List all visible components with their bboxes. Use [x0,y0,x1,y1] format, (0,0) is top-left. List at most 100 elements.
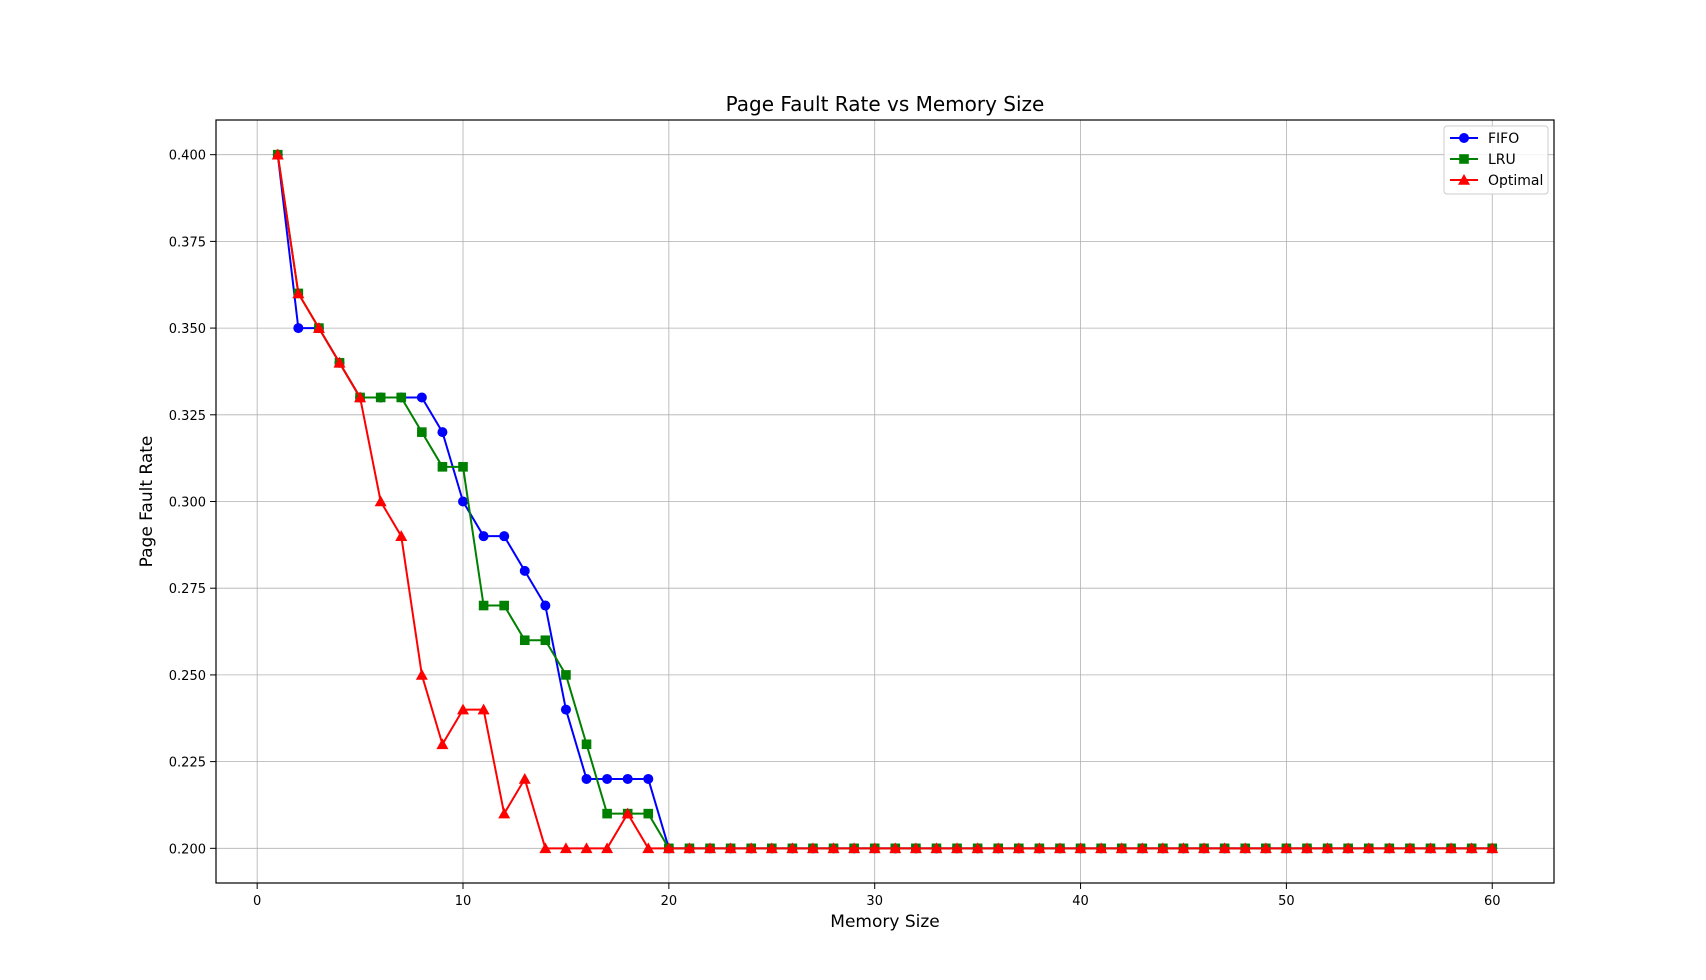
data-point-optimal [292,287,305,299]
data-point-optimal [1136,842,1149,854]
data-point-optimal [477,703,490,715]
data-point-optimal [333,356,346,368]
data-point-lru [437,462,448,472]
grid-lines [216,120,1554,883]
data-point-optimal [395,530,408,541]
axis-ticks: 0 10 20 30 40 50 60 0.200 0.225 0.250 0.275 0.300 0.… [169,149,1501,909]
y-tick-label: 0.325 [169,409,206,424]
x-tick-label: 30 [866,894,883,909]
legend-box [1443,125,1549,195]
data-point-optimal [539,842,552,854]
data-point-optimal [1342,842,1355,854]
data-point-lru [561,670,571,680]
data-point-lru [375,392,386,403]
y-tick-label: 0.275 [169,582,206,597]
data-point-optimal [848,842,861,854]
data-point-optimal [765,842,778,854]
y-tick-label: 0.225 [169,756,206,771]
series-line-optimal [276,154,1493,850]
data-point-lru [499,600,509,611]
data-point-optimal [992,842,1005,854]
data-point-optimal [580,842,593,854]
data-point-optimal [1053,842,1066,854]
data-point-optimal [951,842,964,854]
data-point-optimal [868,842,881,854]
data-point-fifo [458,496,469,507]
data-point-optimal [271,148,284,160]
data-point-lru [581,739,592,750]
data-point-optimal [1383,842,1396,854]
chart-title: Page Fault Rate vs Memory Size [726,92,1045,116]
y-tick-label: 0.250 [169,669,206,684]
data-point-optimal [457,703,470,715]
data-point-lru [396,392,407,403]
data-point-optimal [1074,842,1087,854]
data-point-lru [519,635,530,646]
y-tick-label: 0.375 [169,235,206,250]
data-point-optimal [1177,842,1190,854]
data-point-lru [540,635,551,646]
data-point-optimal [1218,842,1231,854]
x-tick-label: 10 [455,894,472,909]
y-tick-label: 0.200 [169,842,206,857]
data-point-lru [478,600,489,611]
data-point-optimal [1424,842,1437,854]
y-tick-label: 0.350 [169,322,206,337]
data-point-fifo [437,427,448,438]
data-point-optimal [683,842,696,854]
data-point-optimal [498,807,511,819]
legend-label-lru: LRU [1488,152,1516,168]
legend-item-fifo: FIFO [1450,131,1519,147]
series-layer [271,148,1499,854]
data-point-optimal [1239,842,1252,854]
legend-label-optimal: Optimal [1488,173,1543,189]
data-point-optimal [1033,842,1046,854]
x-tick-label: 60 [1484,894,1501,909]
data-point-optimal [1403,842,1416,854]
data-point-optimal [601,842,614,854]
data-point-optimal [1095,842,1108,854]
data-point-fifo [643,773,654,784]
data-point-optimal [909,842,922,854]
data-point-optimal [704,842,717,854]
data-point-fifo [519,565,530,576]
data-point-optimal [662,842,675,854]
x-tick-label: 50 [1278,894,1295,909]
data-point-lru [643,808,654,819]
data-point-fifo [499,531,510,542]
data-point-optimal [786,842,799,854]
legend: FIFO LRU Optimal [1443,125,1549,195]
legend-label-fifo: FIFO [1488,131,1519,147]
data-point-lru [458,462,468,472]
data-point-optimal [1300,842,1313,854]
data-point-optimal [1115,842,1128,854]
data-point-optimal [745,842,758,854]
x-tick-label: 20 [661,894,678,909]
data-point-fifo [540,600,551,611]
data-point-optimal [1445,842,1458,854]
legend-item-lru: LRU [1450,152,1516,168]
x-axis-title: Memory Size [830,912,939,932]
legend-marker-fifo [1459,133,1469,143]
y-axis-title: Page Fault Rate [137,436,157,568]
data-point-optimal [1362,842,1375,854]
data-point-optimal [1465,842,1478,854]
data-point-fifo [416,392,427,403]
data-point-fifo [560,704,571,715]
legend-item-optimal: Optimal [1450,173,1543,189]
x-tick-label: 40 [1072,894,1089,909]
data-point-optimal [1486,842,1499,854]
data-point-fifo [293,323,304,334]
legend-marker-lru [1459,154,1469,164]
data-point-optimal [559,842,572,854]
data-point-optimal [642,842,655,854]
data-point-optimal [827,842,840,854]
data-point-optimal [971,842,984,854]
data-point-optimal [1012,842,1025,854]
data-point-optimal [724,842,737,854]
data-point-fifo [602,773,613,784]
data-point-optimal [1280,842,1293,854]
data-point-optimal [518,772,531,784]
